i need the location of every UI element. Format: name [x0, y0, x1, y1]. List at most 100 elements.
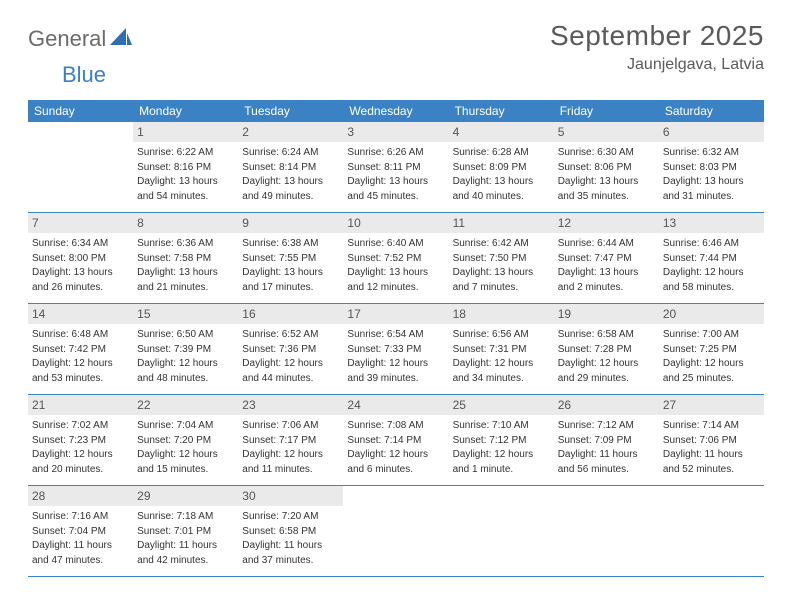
daylight-text: and 25 minutes.: [663, 372, 760, 386]
daylight-text: Daylight: 13 hours: [32, 266, 129, 280]
day-cell: 22Sunrise: 7:04 AMSunset: 7:20 PMDayligh…: [133, 395, 238, 485]
day-cell: 14Sunrise: 6:48 AMSunset: 7:42 PMDayligh…: [28, 304, 133, 394]
day-cell: 16Sunrise: 6:52 AMSunset: 7:36 PMDayligh…: [238, 304, 343, 394]
sunrise-text: Sunrise: 7:08 AM: [347, 419, 444, 433]
sunset-text: Sunset: 7:52 PM: [347, 252, 444, 266]
month-title: September 2025: [550, 20, 764, 52]
day-number: 3: [343, 122, 448, 142]
day-cell: [343, 486, 448, 576]
day-number: 28: [28, 486, 133, 506]
week-row: 7Sunrise: 6:34 AMSunset: 8:00 PMDaylight…: [28, 213, 764, 304]
sunrise-text: Sunrise: 7:02 AM: [32, 419, 129, 433]
day-number: 4: [449, 122, 554, 142]
daylight-text: Daylight: 13 hours: [242, 266, 339, 280]
day-number: 9: [238, 213, 343, 233]
sunset-text: Sunset: 8:09 PM: [453, 161, 550, 175]
sunrise-text: Sunrise: 6:22 AM: [137, 146, 234, 160]
daylight-text: Daylight: 12 hours: [453, 357, 550, 371]
day-number: 11: [449, 213, 554, 233]
sunset-text: Sunset: 8:03 PM: [663, 161, 760, 175]
day-number: 23: [238, 395, 343, 415]
day-number: 6: [659, 122, 764, 142]
sunset-text: Sunset: 8:00 PM: [32, 252, 129, 266]
sunrise-text: Sunrise: 6:30 AM: [558, 146, 655, 160]
daylight-text: and 52 minutes.: [663, 463, 760, 477]
sunrise-text: Sunrise: 6:28 AM: [453, 146, 550, 160]
day-cell: 12Sunrise: 6:44 AMSunset: 7:47 PMDayligh…: [554, 213, 659, 303]
daylight-text: Daylight: 11 hours: [32, 539, 129, 553]
sunrise-text: Sunrise: 6:46 AM: [663, 237, 760, 251]
sunrise-text: Sunrise: 6:26 AM: [347, 146, 444, 160]
sunset-text: Sunset: 7:31 PM: [453, 343, 550, 357]
day-cell: 27Sunrise: 7:14 AMSunset: 7:06 PMDayligh…: [659, 395, 764, 485]
day-number: 1: [133, 122, 238, 142]
daylight-text: Daylight: 12 hours: [242, 357, 339, 371]
week-row: 14Sunrise: 6:48 AMSunset: 7:42 PMDayligh…: [28, 304, 764, 395]
sunrise-text: Sunrise: 6:38 AM: [242, 237, 339, 251]
daylight-text: Daylight: 13 hours: [453, 266, 550, 280]
sunrise-text: Sunrise: 6:56 AM: [453, 328, 550, 342]
daylight-text: and 37 minutes.: [242, 554, 339, 568]
sunrise-text: Sunrise: 7:20 AM: [242, 510, 339, 524]
daylight-text: and 29 minutes.: [558, 372, 655, 386]
day-number: 17: [343, 304, 448, 324]
day-header-cell: Monday: [133, 100, 238, 122]
day-cell: 1Sunrise: 6:22 AMSunset: 8:16 PMDaylight…: [133, 122, 238, 212]
sunset-text: Sunset: 7:28 PM: [558, 343, 655, 357]
day-cell: 18Sunrise: 6:56 AMSunset: 7:31 PMDayligh…: [449, 304, 554, 394]
sunrise-text: Sunrise: 6:54 AM: [347, 328, 444, 342]
daylight-text: Daylight: 11 hours: [137, 539, 234, 553]
daylight-text: and 1 minute.: [453, 463, 550, 477]
daylight-text: and 48 minutes.: [137, 372, 234, 386]
sunrise-text: Sunrise: 7:06 AM: [242, 419, 339, 433]
sunset-text: Sunset: 7:55 PM: [242, 252, 339, 266]
sunset-text: Sunset: 7:01 PM: [137, 525, 234, 539]
sunrise-text: Sunrise: 6:32 AM: [663, 146, 760, 160]
logo: General: [28, 26, 132, 52]
sunset-text: Sunset: 7:58 PM: [137, 252, 234, 266]
day-cell: 8Sunrise: 6:36 AMSunset: 7:58 PMDaylight…: [133, 213, 238, 303]
daylight-text: and 53 minutes.: [32, 372, 129, 386]
day-header-row: SundayMondayTuesdayWednesdayThursdayFrid…: [28, 100, 764, 122]
daylight-text: and 56 minutes.: [558, 463, 655, 477]
week-row: 21Sunrise: 7:02 AMSunset: 7:23 PMDayligh…: [28, 395, 764, 486]
sunrise-text: Sunrise: 7:18 AM: [137, 510, 234, 524]
daylight-text: and 11 minutes.: [242, 463, 339, 477]
day-number: 27: [659, 395, 764, 415]
sunrise-text: Sunrise: 7:12 AM: [558, 419, 655, 433]
day-number: 21: [28, 395, 133, 415]
sunset-text: Sunset: 7:33 PM: [347, 343, 444, 357]
day-number: 7: [28, 213, 133, 233]
daylight-text: and 40 minutes.: [453, 190, 550, 204]
daylight-text: and 6 minutes.: [347, 463, 444, 477]
sunrise-text: Sunrise: 6:34 AM: [32, 237, 129, 251]
day-header-cell: Tuesday: [238, 100, 343, 122]
sunset-text: Sunset: 7:04 PM: [32, 525, 129, 539]
sunrise-text: Sunrise: 7:14 AM: [663, 419, 760, 433]
daylight-text: and 15 minutes.: [137, 463, 234, 477]
daylight-text: Daylight: 11 hours: [242, 539, 339, 553]
sunset-text: Sunset: 8:14 PM: [242, 161, 339, 175]
sunset-text: Sunset: 8:11 PM: [347, 161, 444, 175]
daylight-text: and 20 minutes.: [32, 463, 129, 477]
daylight-text: Daylight: 12 hours: [32, 357, 129, 371]
daylight-text: and 42 minutes.: [137, 554, 234, 568]
day-cell: 6Sunrise: 6:32 AMSunset: 8:03 PMDaylight…: [659, 122, 764, 212]
daylight-text: Daylight: 12 hours: [347, 448, 444, 462]
weeks-container: 1Sunrise: 6:22 AMSunset: 8:16 PMDaylight…: [28, 122, 764, 577]
day-number: 24: [343, 395, 448, 415]
daylight-text: and 17 minutes.: [242, 281, 339, 295]
day-cell: [28, 122, 133, 212]
day-cell: 26Sunrise: 7:12 AMSunset: 7:09 PMDayligh…: [554, 395, 659, 485]
sunrise-text: Sunrise: 6:24 AM: [242, 146, 339, 160]
daylight-text: Daylight: 12 hours: [32, 448, 129, 462]
day-cell: 2Sunrise: 6:24 AMSunset: 8:14 PMDaylight…: [238, 122, 343, 212]
sunset-text: Sunset: 7:39 PM: [137, 343, 234, 357]
day-number: 20: [659, 304, 764, 324]
day-cell: 4Sunrise: 6:28 AMSunset: 8:09 PMDaylight…: [449, 122, 554, 212]
day-number: 22: [133, 395, 238, 415]
day-number: 30: [238, 486, 343, 506]
day-number: 14: [28, 304, 133, 324]
sunrise-text: Sunrise: 6:40 AM: [347, 237, 444, 251]
day-cell: [554, 486, 659, 576]
